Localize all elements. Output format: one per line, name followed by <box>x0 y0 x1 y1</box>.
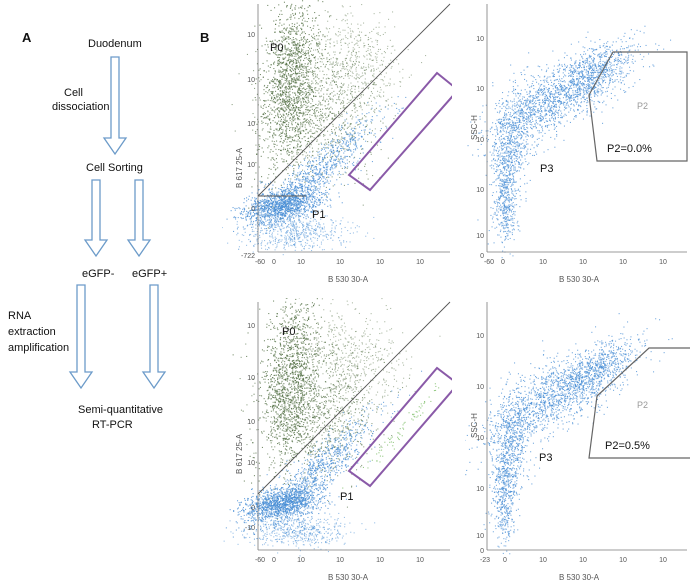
flow-cell-dissociation-line2: dissociation <box>52 101 110 113</box>
flow-cell-dissociation-line1: Cell <box>64 87 83 99</box>
flow-duodenum: Duodenum <box>88 38 142 50</box>
gate-label-p1: P1 <box>312 209 325 221</box>
arrow-down-icon <box>141 284 167 390</box>
x-axis-ticks: -60 0 10 10 10 10 <box>255 259 424 266</box>
x-axis-label: B 530 30-A <box>559 275 600 284</box>
x-axis-ticks: -60 0 10 10 10 10 <box>255 557 424 564</box>
y-axis-label: SSC-H <box>470 413 479 438</box>
p2-percentage: P2=0.0% <box>607 143 652 155</box>
scatter-plot-top-right: P2 P2=0.0% P3 0 10 10 10 10 10 -60 0 10 … <box>467 4 688 284</box>
arrow-down-icon <box>68 284 94 390</box>
flow-rna-line1: RNA <box>8 310 32 322</box>
plot-frame <box>486 4 687 253</box>
flow-rna-line2: extraction <box>8 326 56 338</box>
y-axis-label: B 617 25-A <box>235 433 244 474</box>
plot-frame <box>486 302 687 551</box>
gate-p0-p1-diagonal <box>257 301 451 495</box>
arrow-down-icon <box>126 179 152 258</box>
gate-label-p3: P3 <box>540 163 553 175</box>
x-axis-ticks: -23 0 10 10 10 10 <box>480 557 667 564</box>
arrow-down-icon <box>102 56 128 156</box>
y-axis-label: B 617 25-A <box>235 147 244 188</box>
gate-p2-polygon <box>588 51 688 162</box>
scatter-dots <box>467 25 672 259</box>
scatter-plot-bottom-left: P0 P1 -10 0 10 10 10 10 -60 0 10 10 10 1… <box>223 298 452 582</box>
gate-label-p2: P2 <box>637 400 648 410</box>
scatter-plot-bottom-right: P2 P2=0.5% P3 0 10 10 10 10 10 -23 0 10 … <box>465 302 690 582</box>
plot-frame <box>257 4 450 253</box>
y-axis-ticks: -722 0 10 10 10 10 <box>241 32 255 260</box>
plot-frame <box>257 302 450 551</box>
flow-rna-line3: amplification <box>8 342 70 354</box>
scatter-dots <box>223 298 441 557</box>
gate-p2-rectangle <box>347 71 452 192</box>
y-axis-ticks: 0 10 10 10 10 10 <box>476 36 484 260</box>
flow-result-line1: Semi-quantitative <box>78 404 163 416</box>
flow-egfp-positive: eGFP+ <box>132 268 168 280</box>
flow-egfp-negative: eGFP- <box>82 268 115 280</box>
y-axis-ticks: 0 10 10 10 10 10 <box>476 333 484 555</box>
p2-percentage: P2=0.5% <box>605 440 650 452</box>
y-axis-label: SSC-H <box>470 115 479 140</box>
flow-cell-sorting: Cell Sorting <box>86 162 143 174</box>
scatter-dots <box>465 313 673 555</box>
panel-b-label: B <box>200 30 210 45</box>
arrow-down-icon <box>83 179 109 258</box>
gate-label-p0: P0 <box>282 326 295 338</box>
gate-p2-polygon <box>588 347 690 459</box>
gate-label-p1: P1 <box>340 491 353 503</box>
x-axis-label: B 530 30-A <box>559 573 600 582</box>
x-axis-label: B 530 30-A <box>328 573 369 582</box>
panel-a-label: A <box>22 30 32 45</box>
gate-label-p2: P2 <box>637 101 648 111</box>
y-axis-ticks: -10 0 10 10 10 10 <box>245 323 255 532</box>
x-axis-ticks: -60 0 10 10 10 10 <box>484 259 667 266</box>
flow-arrows <box>68 56 167 390</box>
flow-result-line2: RT-PCR <box>92 419 133 431</box>
scatter-dots <box>222 0 427 256</box>
gate-p2-rectangle <box>347 366 452 488</box>
x-axis-label: B 530 30-A <box>328 275 369 284</box>
scatter-plot-top-left: P0 P1 -722 0 10 10 10 10 -60 0 10 10 10 … <box>222 0 452 284</box>
gate-label-p3: P3 <box>539 452 552 464</box>
gate-p0-p1-diagonal <box>257 3 451 197</box>
gate-label-p0: P0 <box>270 42 283 54</box>
